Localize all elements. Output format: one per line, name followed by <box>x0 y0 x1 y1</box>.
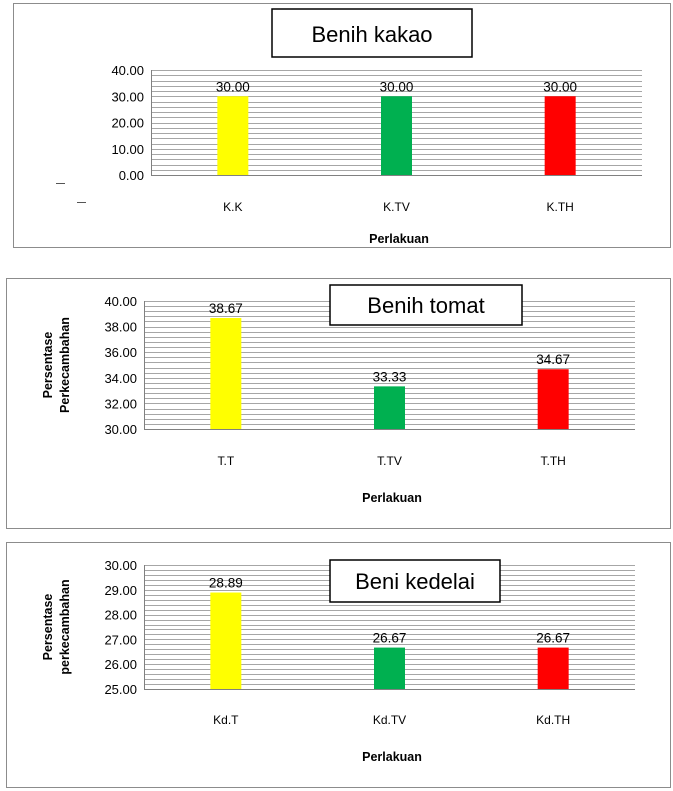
y-tick-label: 29.00 <box>104 583 137 598</box>
bar-k-k <box>217 96 249 175</box>
chart-tomat-svg: 30.00 32.00 34.00 36.00 38.00 40.00 38.67 T.T 33… <box>41 284 635 505</box>
chart-title: Benih kakao <box>311 22 432 47</box>
x-axis-title: Perlakuan <box>362 491 422 505</box>
data-label: 30.00 <box>543 79 577 94</box>
y-tick-label: 28.00 <box>104 608 137 623</box>
y-tick-label: 40.00 <box>104 294 137 309</box>
x-category-label: K.TV <box>383 200 410 214</box>
chart-panel-kakao: 0.00 10.00 20.00 30.00 40.00 30.00 K.K 30.00 K.T… <box>13 3 671 248</box>
bar-kd-t <box>210 592 242 689</box>
y-tick-label: 40.00 <box>111 63 144 78</box>
y-tick-label: 26.00 <box>104 657 137 672</box>
y-axis-title-line: Persentase <box>41 332 55 399</box>
stray-dash-mark <box>56 183 65 184</box>
y-tick-label: 10.00 <box>111 142 144 157</box>
data-label: 38.67 <box>209 301 243 316</box>
x-axis-title: Perlakuan <box>362 750 422 764</box>
chart-panel-kedelai: 25.00 26.00 27.00 28.00 29.00 30.00 28.89 Kd.T 2… <box>6 542 671 788</box>
chart-title: Beni kedelai <box>355 569 475 594</box>
x-category-label: Kd.T <box>213 713 239 727</box>
bar-k-tv <box>381 96 412 175</box>
stray-dash-mark <box>77 202 86 203</box>
bar-k-th <box>544 96 576 175</box>
y-tick-label: 30.00 <box>104 558 137 573</box>
y-tick-label: 38.00 <box>104 320 137 335</box>
y-tick-label: 30.00 <box>111 89 144 104</box>
y-axis-title-line: perkecambahan <box>58 579 72 674</box>
y-tick-label: 20.00 <box>111 116 144 131</box>
bar-kd-th <box>537 647 569 689</box>
chart-title: Benih tomat <box>367 293 484 318</box>
x-category-label: T.TH <box>540 454 565 468</box>
data-label: 26.67 <box>373 631 407 646</box>
y-tick-label: 30.00 <box>104 422 137 437</box>
data-label: 34.67 <box>536 352 570 367</box>
x-category-label: K.K <box>223 200 242 214</box>
y-tick-label: 0.00 <box>119 168 144 183</box>
chart-kakao-svg: 0.00 10.00 20.00 30.00 40.00 30.00 K.K 30.00 K.T… <box>111 8 642 246</box>
x-category-label: K.TH <box>546 200 573 214</box>
data-label: 30.00 <box>380 79 414 94</box>
bar-kd-tv <box>374 647 405 689</box>
x-category-label: Kd.TH <box>536 713 570 727</box>
chart-panel-tomat: 30.00 32.00 34.00 36.00 38.00 40.00 38.67 T.T 33… <box>6 278 671 529</box>
chart-title-box <box>271 8 473 58</box>
y-tick-label: 32.00 <box>104 396 137 411</box>
bar-t-tv <box>374 386 405 429</box>
chart-title-box <box>329 284 523 326</box>
chart-title-box <box>329 559 501 603</box>
x-axis-title: Perlakuan <box>369 232 429 246</box>
y-tick-label: 36.00 <box>104 345 137 360</box>
data-label: 26.67 <box>536 631 570 646</box>
y-axis-title-line: Persentase <box>41 594 55 661</box>
x-category-label: Kd.TV <box>373 713 406 727</box>
data-label: 28.89 <box>209 576 243 591</box>
data-label: 30.00 <box>216 79 250 94</box>
y-tick-label: 34.00 <box>104 371 137 386</box>
bar-t-th <box>537 369 569 429</box>
y-tick-label: 27.00 <box>104 632 137 647</box>
x-category-label: T.T <box>217 454 234 468</box>
bar-t-t <box>210 318 242 429</box>
x-category-label: T.TV <box>377 454 402 468</box>
data-label: 33.33 <box>373 369 407 384</box>
y-axis-title-line: Perkecambahan <box>58 317 72 413</box>
y-tick-label: 25.00 <box>104 682 137 697</box>
chart-kedelai-svg: 25.00 26.00 27.00 28.00 29.00 30.00 28.89 Kd.T 2… <box>41 558 635 764</box>
